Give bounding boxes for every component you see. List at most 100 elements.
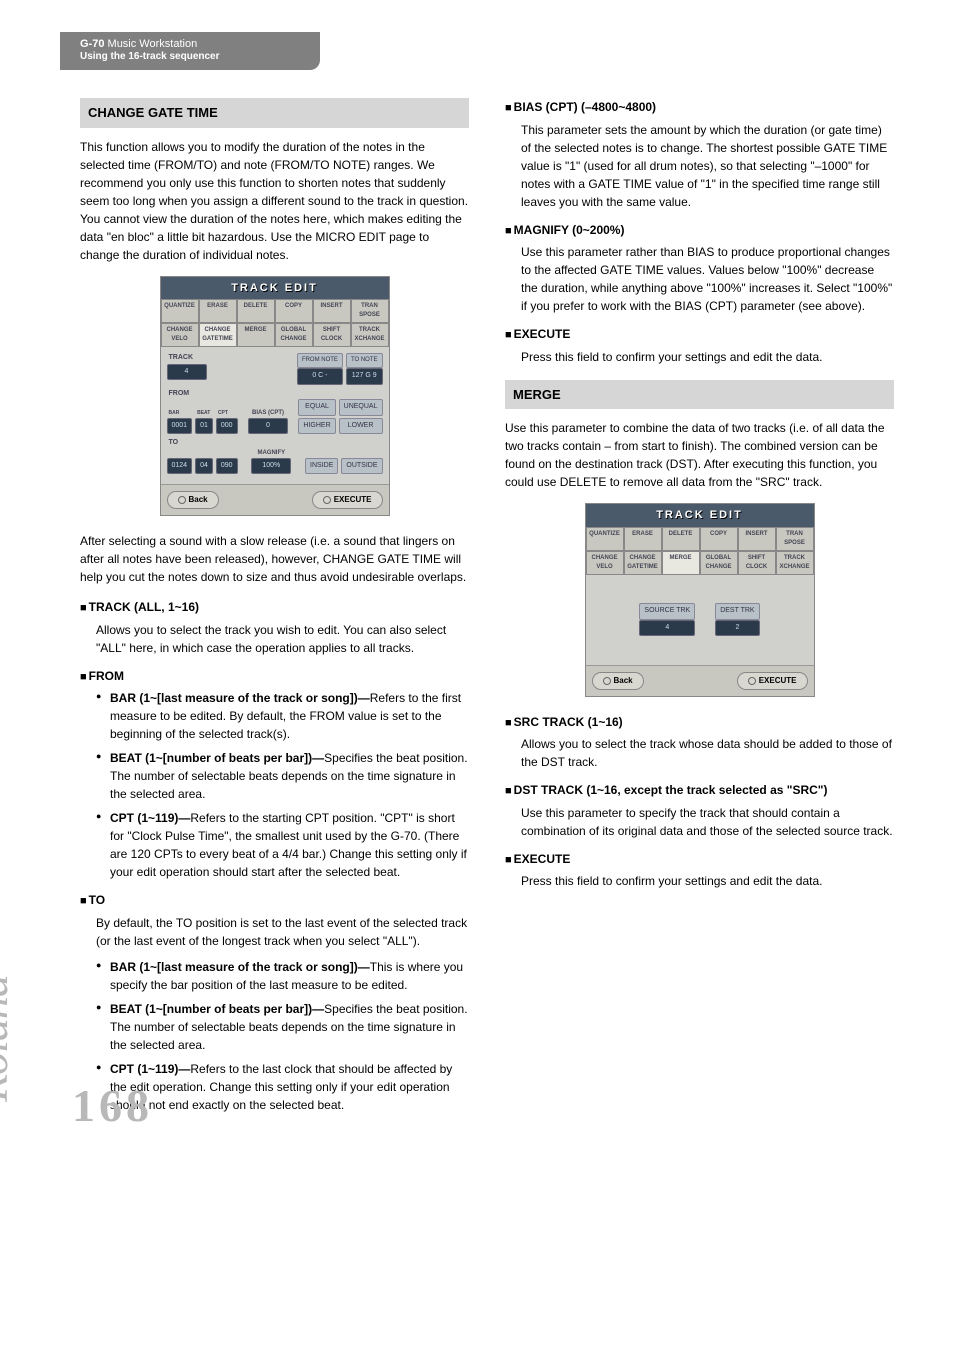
fig2-body: SOURCE TRK 4 DEST TRK 2	[586, 575, 814, 665]
magnify-val: 100%	[251, 458, 291, 475]
track-edit-screen-1: TRACK EDIT QUANTIZE ERASE DELETE COPY IN…	[160, 276, 390, 517]
bullet-label: CPT (1~119)—	[110, 1062, 190, 1076]
fig1-body: TRACK 4 FROM NOTE 0 C - TO NOTE 127 G 9	[161, 347, 389, 484]
from-label: FROM	[167, 389, 383, 400]
bullet-label: BAR (1~[last measure of the track or son…	[110, 691, 370, 705]
param-bias-head: ■BIAS (CPT) (–4800~4800)	[505, 98, 894, 117]
param-execute1-head: ■EXECUTE	[505, 325, 894, 344]
param-magnify-label: MAGNIFY (0~200%)	[514, 223, 625, 237]
fig1-tabs: QUANTIZE ERASE DELETE COPY INSERT TRAN S…	[161, 299, 389, 347]
circle-icon	[748, 677, 756, 685]
back-label: Back	[614, 675, 633, 687]
bullet-label: BAR (1~[last measure of the track or son…	[110, 960, 370, 974]
product-code: G-70	[80, 38, 104, 50]
square-icon: ■	[505, 225, 512, 237]
back-label: Back	[189, 494, 208, 506]
tonote-label: TO NOTE	[346, 353, 383, 368]
side-btn: LOWER	[339, 418, 383, 435]
fig-tab: INSERT	[313, 299, 351, 323]
bullet-label: BEAT (1~[number of beats per bar])—	[110, 751, 324, 765]
fig-tab-active: MERGE	[662, 551, 700, 575]
param-src-body: Allows you to select the track whose dat…	[505, 735, 894, 771]
fig-tab: SHIFT CLOCK	[313, 323, 351, 347]
merge-intro: Use this parameter to combine the data o…	[505, 419, 894, 491]
circle-icon	[178, 496, 186, 504]
fig-tab: ERASE	[199, 299, 237, 323]
side-btn: UNEQUAL	[339, 399, 383, 416]
bullet-label: BEAT (1~[number of beats per bar])—	[110, 1002, 324, 1016]
execute-label: EXECUTE	[759, 675, 797, 687]
header-tab: G-70 Music Workstation Using the 16-trac…	[60, 32, 320, 70]
fig-tab: GLOBAL CHANGE	[275, 323, 313, 347]
fig-tab: CHANGE GATETIME	[624, 551, 662, 575]
back-button: Back	[592, 672, 644, 690]
square-icon: ■	[80, 895, 87, 907]
fig-tab: INSERT	[738, 527, 776, 551]
merge-figure: TRACK EDIT QUANTIZE ERASE DELETE COPY IN…	[505, 503, 894, 697]
section-change-gate-time: CHANGE GATE TIME	[80, 98, 469, 128]
fig-tab-active: CHANGE GATETIME	[199, 323, 237, 347]
bias-val: 0	[248, 418, 288, 435]
param-track-body: Allows you to select the track you wish …	[80, 621, 469, 657]
param-to-head: ■TO	[80, 891, 469, 910]
to-label: TO	[167, 438, 383, 449]
param-to-label: TO	[89, 893, 105, 907]
fromnote-value: 0 C -	[297, 368, 343, 385]
fig2-footer: Back EXECUTE	[586, 665, 814, 696]
cgt-intro: This function allows you to modify the d…	[80, 138, 469, 264]
param-from-label: FROM	[89, 669, 124, 683]
param-from-head: ■FROM	[80, 667, 469, 686]
right-column: ■BIAS (CPT) (–4800~4800) This parameter …	[505, 98, 894, 1122]
magnify-lbl: MAGNIFY	[241, 449, 302, 458]
fig-tab: MERGE	[237, 323, 275, 347]
fig-tab: ERASE	[624, 527, 662, 551]
section-merge: MERGE	[505, 380, 894, 410]
param-execute2-head: ■EXECUTE	[505, 850, 894, 869]
param-src-label: SRC TRACK (1~16)	[514, 715, 623, 729]
brand-vertical: Roland	[0, 975, 18, 1102]
param-dst-label: DST TRACK (1~16, except the track select…	[514, 783, 828, 797]
beat-lbl: BEAT	[195, 410, 213, 418]
track-label: TRACK	[167, 353, 208, 364]
to-bar: 0124	[167, 458, 193, 475]
product-label: Music Workstation	[108, 38, 198, 50]
fig2-tabs: QUANTIZE ERASE DELETE COPY INSERT TRAN S…	[586, 527, 814, 575]
fig-tab: TRACK XCHANGE	[776, 551, 814, 575]
bullet-label: CPT (1~119)—	[110, 811, 190, 825]
param-execute2-label: EXECUTE	[514, 852, 571, 866]
dst-lbl: DEST TRK	[715, 603, 759, 620]
left-column: CHANGE GATE TIME This function allows yo…	[80, 98, 469, 1122]
page-number: 168	[72, 1079, 153, 1132]
param-execute1-label: EXECUTE	[514, 327, 571, 341]
side-btn: HIGHER	[298, 418, 335, 435]
execute-button: EXECUTE	[312, 491, 383, 509]
list-item: CPT (1~119)—Refers to the starting CPT p…	[96, 809, 469, 881]
cpt-lbl: CPT	[216, 410, 238, 418]
track-value: 4	[167, 364, 207, 381]
fig-tab: CHANGE VELO	[586, 551, 624, 575]
fig-tab: TRAN SPOSE	[776, 527, 814, 551]
square-icon: ■	[505, 717, 512, 729]
src-val: 4	[639, 620, 695, 637]
square-icon: ■	[80, 602, 87, 614]
param-magnify-head: ■MAGNIFY (0~200%)	[505, 221, 894, 240]
param-from-list: BAR (1~[last measure of the track or son…	[80, 689, 469, 881]
param-to-body: By default, the TO position is set to th…	[80, 914, 469, 950]
tonote-value: 127 G 9	[346, 368, 383, 385]
fig1-title: TRACK EDIT	[161, 277, 389, 300]
param-dst-head: ■DST TRACK (1~16, except the track selec…	[505, 781, 894, 800]
list-item: BAR (1~[last measure of the track or son…	[96, 689, 469, 743]
param-track-label: TRACK (ALL, 1~16)	[89, 600, 199, 614]
src-lbl: SOURCE TRK	[639, 603, 695, 620]
square-icon: ■	[505, 102, 512, 114]
fig-tab: CHANGE VELO	[161, 323, 199, 347]
list-item: BEAT (1~[number of beats per bar])—Speci…	[96, 749, 469, 803]
fig2-title: TRACK EDIT	[586, 504, 814, 527]
track-edit-screen-2: TRACK EDIT QUANTIZE ERASE DELETE COPY IN…	[585, 503, 815, 697]
param-bias-body: This parameter sets the amount by which …	[505, 121, 894, 211]
fig-tab: QUANTIZE	[161, 299, 199, 323]
from-cpt: 000	[216, 418, 238, 435]
param-execute1-body: Press this field to confirm your setting…	[505, 348, 894, 366]
cgt-figure: TRACK EDIT QUANTIZE ERASE DELETE COPY IN…	[80, 276, 469, 517]
execute-label: EXECUTE	[334, 494, 372, 506]
